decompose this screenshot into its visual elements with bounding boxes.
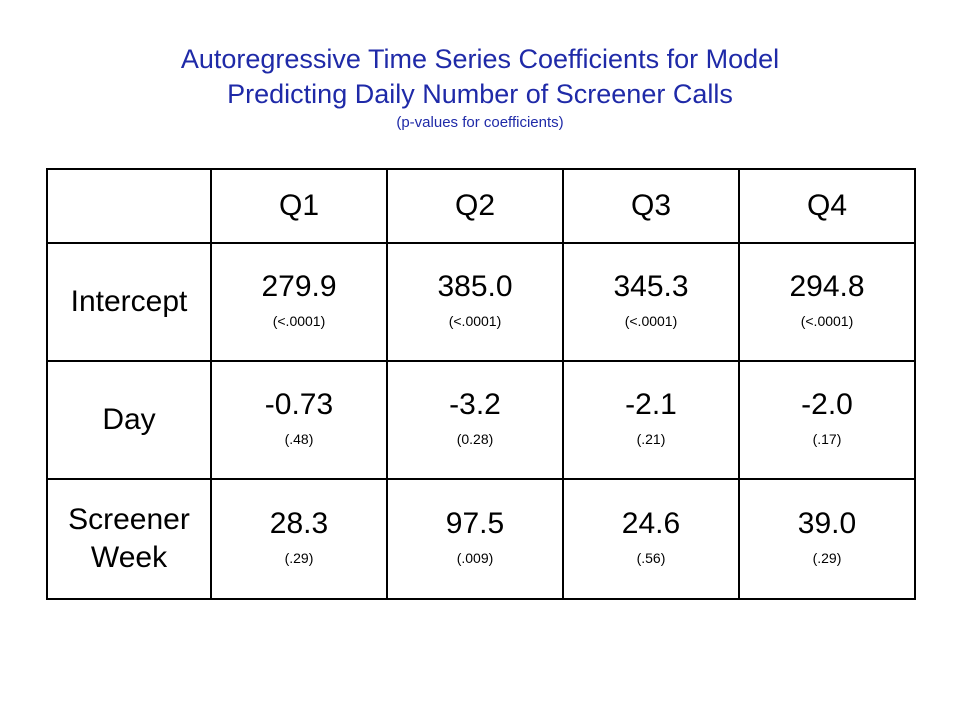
title-line-2: Predicting Daily Number of Screener Call…: [227, 79, 733, 109]
coefficient-value: 39.0: [797, 507, 857, 540]
table-cell: -0.73 (.48): [210, 360, 388, 480]
p-value: (<.0001): [800, 313, 854, 329]
p-value: (.29): [284, 550, 314, 566]
title-subtitle: (p-values for coefficients): [396, 114, 564, 131]
table-cell: 294.8 (<.0001): [738, 242, 916, 362]
table-cell: 385.0 (<.0001): [386, 242, 564, 362]
table-cell: -2.1 (.21): [562, 360, 740, 480]
table-cell: 279.9 (<.0001): [210, 242, 388, 362]
coefficient-value: 385.0: [437, 270, 513, 303]
table-cell: 345.3 (<.0001): [562, 242, 740, 362]
row-label-line-1: Screener: [68, 503, 190, 536]
coefficient-value: -2.1: [625, 388, 677, 421]
p-value: (<.0001): [272, 313, 326, 329]
table-header-row: Q1 Q2 Q3 Q4: [46, 168, 916, 244]
column-header-q4: Q4: [738, 168, 916, 244]
p-value: (.009): [456, 550, 494, 566]
coefficient-value: -3.2: [449, 388, 501, 421]
row-label-screener-week: Screener Week: [46, 478, 212, 600]
coefficient-value: 28.3: [269, 507, 329, 540]
p-value: (<.0001): [624, 313, 678, 329]
p-value: (.17): [812, 431, 842, 447]
table-row: Day -0.73 (.48) -3.2 (0.28) -2.1 (.21) -2.0…: [46, 360, 916, 480]
row-label-day: Day: [46, 360, 212, 480]
table-cell-highlight: 28.3 (.29): [210, 478, 388, 600]
title-line-1: Autoregressive Time Series Coefficients …: [180, 44, 780, 74]
table-cell-highlight: 39.0 (.29): [738, 478, 916, 600]
coefficient-value: 279.9: [261, 270, 337, 303]
slide-title: Autoregressive Time Series Coefficients …: [0, 42, 960, 134]
coefficient-value: -0.73: [264, 388, 334, 421]
coefficient-value: 24.6: [621, 507, 681, 540]
table-cell-highlight: 97.5 (.009): [386, 478, 564, 600]
p-value: (.29): [812, 550, 842, 566]
table-cell-highlight: 24.6 (.56): [562, 478, 740, 600]
column-header-q2: Q2: [386, 168, 564, 244]
row-label-intercept: Intercept: [46, 242, 212, 362]
column-header-q1: Q1: [210, 168, 388, 244]
p-value: (<.0001): [448, 313, 502, 329]
coefficient-value: 345.3: [613, 270, 689, 303]
row-label-line-2: Week: [90, 541, 168, 574]
coefficient-value: 97.5: [445, 507, 505, 540]
table-cell: -2.0 (.17): [738, 360, 916, 480]
table-cell: -3.2 (0.28): [386, 360, 564, 480]
p-value: (0.28): [456, 431, 494, 447]
coefficient-value: 294.8: [789, 270, 865, 303]
table-row: Intercept 279.9 (<.0001) 385.0 (<.0001) 34…: [46, 242, 916, 362]
p-value: (.56): [636, 550, 666, 566]
p-value: (.21): [636, 431, 666, 447]
table-corner-cell: [46, 168, 212, 244]
column-header-q3: Q3: [562, 168, 740, 244]
coefficient-value: -2.0: [801, 388, 853, 421]
coefficients-table: Q1 Q2 Q3 Q4 Intercept 279.9 (<.0001) 385.…: [46, 168, 916, 600]
table-row: Screener Week 28.3 (.29) 97.5 (.009) 24.6 (.…: [46, 478, 916, 600]
p-value: (.48): [284, 431, 314, 447]
